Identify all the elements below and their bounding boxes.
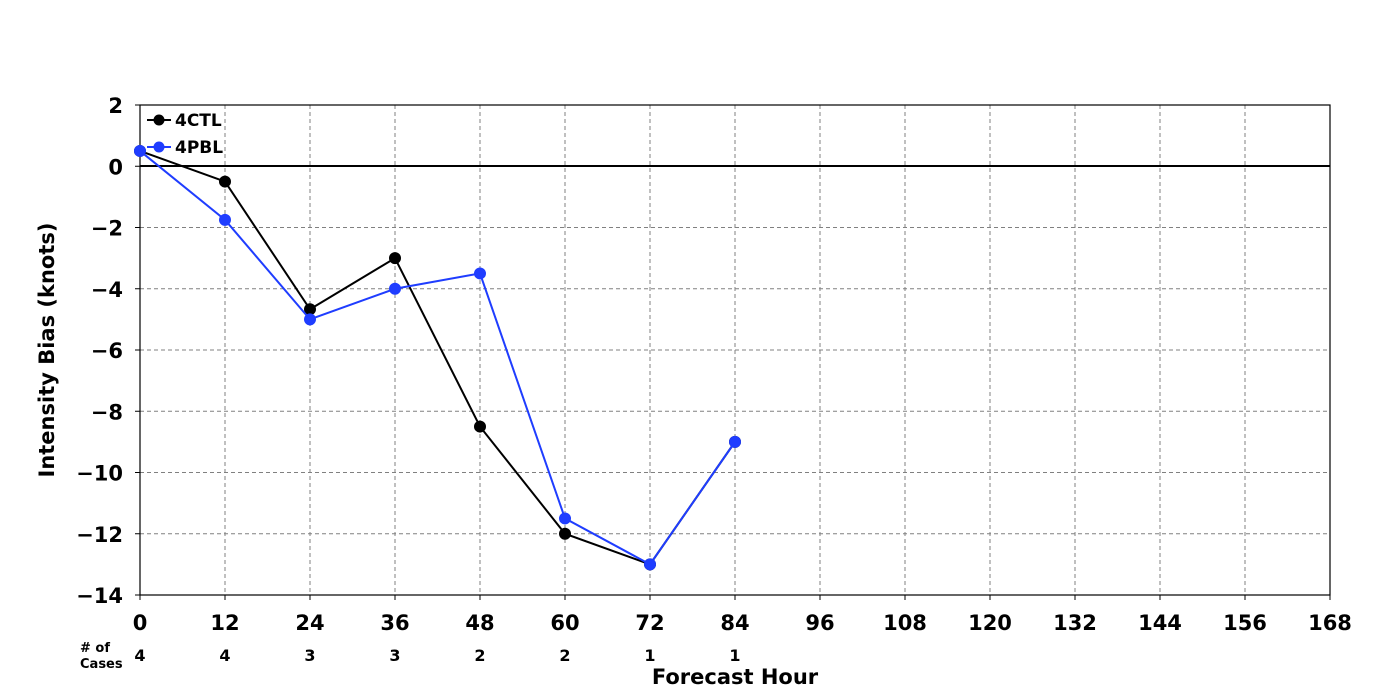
x-tick-label: 72	[635, 611, 664, 635]
cases-value: 2	[474, 646, 485, 665]
series-line-4ctl	[139, 149, 736, 566]
y-tick-label: −10	[76, 462, 123, 486]
series-line-4pbl	[139, 150, 736, 566]
x-tick-label: 48	[465, 611, 494, 635]
y-tick-label: −2	[91, 217, 123, 241]
series-group	[134, 144, 741, 571]
data-point-4ctl	[219, 175, 231, 188]
cases-row: # of Cases 4 4 3 3 2 2 1 1	[80, 641, 741, 672]
cases-value: 4	[219, 646, 230, 665]
x-tick-label: 60	[550, 611, 579, 635]
y-tick-label: −6	[91, 339, 123, 363]
legend: 4CTL 4PBL	[147, 111, 223, 158]
data-point-4ctl	[559, 527, 571, 540]
data-point-4pbl	[219, 213, 231, 226]
data-point-4pbl	[389, 282, 401, 295]
x-tick-label: 12	[210, 611, 239, 635]
grid-lines	[140, 105, 1330, 595]
x-tick-label: 168	[1308, 611, 1352, 635]
legend-marker-4ctl	[153, 114, 165, 126]
cases-label-line2: Cases	[80, 657, 123, 672]
data-point-4pbl	[729, 435, 741, 448]
legend-marker-4pbl	[153, 141, 165, 153]
data-point-4pbl	[134, 144, 146, 157]
cases-value: 1	[729, 646, 740, 665]
y-tick-label: −12	[76, 523, 123, 547]
y-tick-label: −14	[76, 584, 123, 608]
x-tick-label: 156	[1223, 611, 1267, 635]
x-tick-label: 120	[968, 611, 1012, 635]
cases-label-line1: # of	[80, 641, 110, 656]
cases-value: 3	[304, 646, 315, 665]
data-point-4pbl	[559, 512, 571, 525]
y-tick-label: −8	[91, 400, 123, 424]
x-tick-labels: 0 12 24 36 48 60 72 84 96 108 120 132 144 156 168	[133, 595, 1352, 635]
x-tick-label: 96	[805, 611, 834, 635]
data-point-4ctl	[389, 252, 401, 265]
y-tick-label: −4	[91, 278, 123, 302]
x-tick-label: 132	[1053, 611, 1097, 635]
legend-label-4ctl: 4CTL	[175, 111, 222, 131]
x-tick-label: 84	[720, 611, 749, 635]
data-point-4pbl	[474, 267, 486, 280]
y-tick-labels: 2 0 −2 −4 −6 −8 −10 −12 −14	[76, 94, 140, 608]
cases-value: 2	[559, 646, 570, 665]
y-tick-label: 0	[108, 155, 123, 179]
x-tick-label: 108	[883, 611, 927, 635]
cases-value: 1	[644, 646, 655, 665]
x-axis-title: Forecast Hour	[652, 665, 819, 689]
data-point-4pbl	[304, 313, 316, 326]
x-tick-label: 0	[133, 611, 148, 635]
data-point-4pbl	[644, 558, 656, 571]
y-tick-label: 2	[108, 94, 123, 118]
data-point-4ctl	[304, 303, 316, 316]
cases-value: 3	[389, 646, 400, 665]
legend-label-4pbl: 4PBL	[175, 138, 223, 158]
data-point-4ctl	[474, 420, 486, 433]
x-tick-label: 24	[295, 611, 324, 635]
y-axis-title: Intensity Bias (knots)	[35, 223, 59, 478]
x-tick-label: 36	[380, 611, 409, 635]
cases-value: 4	[134, 646, 145, 665]
x-tick-label: 144	[1138, 611, 1182, 635]
